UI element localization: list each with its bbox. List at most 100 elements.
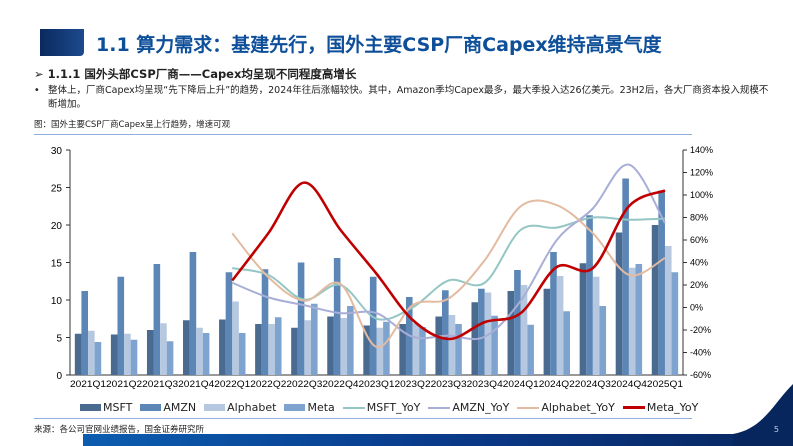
bar-alphabet — [412, 323, 420, 375]
bar-amzn — [586, 215, 593, 375]
x-tick-label: 2021Q3 — [142, 379, 178, 390]
legend-line — [517, 406, 540, 409]
bar-msft — [110, 334, 118, 375]
legend-swatch — [284, 404, 306, 411]
legend-label: Meta_YoY — [646, 401, 699, 414]
right-tick-label: 100% — [690, 190, 713, 200]
bar-alphabet — [628, 267, 636, 375]
left-tick-label: 10 — [51, 296, 63, 307]
x-tick-label: 2022Q1 — [214, 379, 250, 390]
bar-msft — [399, 324, 406, 375]
legend-label: Alphabet — [227, 401, 277, 414]
bar-alphabet — [304, 320, 311, 375]
x-tick-label: 2023Q2 — [395, 379, 431, 390]
bar-amzn — [514, 270, 521, 375]
bar-meta — [455, 324, 462, 375]
bar-meta — [383, 321, 390, 375]
divider — [34, 134, 692, 135]
bar-alphabet — [88, 330, 95, 375]
bar-meta — [635, 264, 643, 375]
bar-alphabet — [196, 327, 203, 375]
x-tick-label: 2021Q1 — [70, 379, 106, 390]
bar-msft — [507, 291, 515, 375]
right-tick-label: 80% — [690, 213, 708, 223]
bar-msft — [363, 325, 370, 375]
legend-item: Alphabet_YoY — [517, 401, 615, 414]
source-note: 来源：各公司官网业绩报告，国金证券研究所 — [34, 425, 205, 435]
bar-alphabet — [592, 276, 600, 375]
bar-meta — [274, 317, 282, 375]
legend-swatch — [204, 404, 226, 411]
legend-line — [342, 406, 365, 409]
page-title: 1.1 算力需求：基建先行，国外主要CSP厂商Capex维持高景气度 — [96, 34, 662, 56]
legend-item: AMZN_YoY — [428, 401, 509, 414]
bar-alphabet — [376, 327, 384, 375]
bar-alphabet — [664, 246, 672, 375]
x-tick-label: 2024Q4 — [611, 379, 648, 390]
line-alphabet-yoy — [231, 199, 666, 348]
legend-swatch — [80, 404, 101, 411]
x-tick-label: 2022Q2 — [250, 379, 286, 390]
figure-caption: 图：国外主要CSP厂商Capex呈上行趋势，增速可观 — [34, 120, 231, 130]
legend-label: Alphabet_YoY — [541, 401, 615, 414]
page-number: 5 — [773, 425, 779, 434]
left-tick-label: 15 — [51, 259, 63, 270]
bar-meta — [94, 342, 102, 375]
bar-alphabet — [160, 323, 167, 375]
bar-msft — [146, 330, 154, 375]
section-subtitle: ➢ 1.1.1 国外头部CSP厂商——Capex均呈现不同程度高增长 — [34, 66, 356, 82]
legend-line — [622, 406, 645, 409]
x-tick-label: 2024Q2 — [539, 379, 575, 390]
legend-label: MSFT — [103, 401, 133, 414]
bar-amzn — [333, 258, 341, 375]
legend-label: MSFT_YoY — [366, 401, 421, 414]
body-paragraph: • 整体上，厂商Capex均呈现“先下降后上升”的趋势，2024年往后涨幅较快。其… — [34, 84, 774, 112]
bar-alphabet — [520, 285, 528, 375]
bar-msft — [183, 320, 190, 375]
left-tick-label: 25 — [51, 184, 63, 195]
x-tick-label: 2024Q3 — [575, 379, 611, 390]
bar-meta — [347, 306, 354, 375]
bar-alphabet — [232, 301, 239, 375]
bar-amzn — [117, 276, 125, 375]
right-tick-label: -40% — [690, 348, 711, 358]
left-tick-label: 20 — [51, 221, 63, 232]
bar-amzn — [478, 288, 485, 375]
bar-msft — [651, 225, 659, 375]
bar-alphabet — [556, 276, 564, 375]
section-subtitle-text: 1.1.1 国外头部CSP厂商——Capex均呈现不同程度高增长 — [47, 67, 357, 81]
legend-item: Meta_YoY — [622, 401, 699, 414]
bar-amzn — [442, 290, 449, 375]
x-tick-label: 2025Q1 — [647, 379, 683, 390]
left-tick-label: 30 — [51, 146, 63, 157]
bar-msft — [74, 333, 82, 375]
arrow-icon: ➢ — [34, 67, 48, 81]
divider — [34, 418, 692, 419]
bar-meta — [563, 311, 570, 375]
legend-label: AMZN — [163, 401, 197, 414]
line-amzn-yoy — [231, 163, 666, 341]
right-tick-label: 20% — [690, 280, 708, 290]
bar-meta — [527, 324, 534, 375]
x-tick-label: 2021Q4 — [178, 379, 215, 390]
bar-msft — [327, 316, 334, 375]
bar-meta — [130, 339, 138, 375]
x-tick-label: 2023Q4 — [467, 379, 504, 390]
right-tick-label: 60% — [690, 235, 708, 245]
left-tick-label: 0 — [56, 371, 62, 382]
body-text: 整体上，厂商Capex均呈现“先下降后上升”的趋势，2024年往后涨幅较快。其中… — [48, 85, 769, 110]
bar-amzn — [622, 178, 629, 375]
bar-amzn — [658, 190, 665, 375]
x-tick-label: 2024Q1 — [503, 379, 539, 390]
bar-meta — [599, 306, 607, 375]
x-tick-label: 2022Q3 — [286, 379, 322, 390]
legend-item: MSFT — [80, 401, 132, 414]
bar-msft — [291, 327, 298, 375]
title-accent-block — [40, 29, 84, 56]
capex-chart: 0 5 10 15 20 25 30 -60% -40% -20% 0% 20% 40% 60% 80% 10… — [51, 145, 713, 390]
bar-meta — [238, 333, 246, 375]
legend-item: MSFT_YoY — [342, 401, 421, 414]
bar-amzn — [297, 262, 305, 375]
line-msft-yoy — [232, 216, 666, 321]
bar-amzn — [550, 252, 557, 375]
